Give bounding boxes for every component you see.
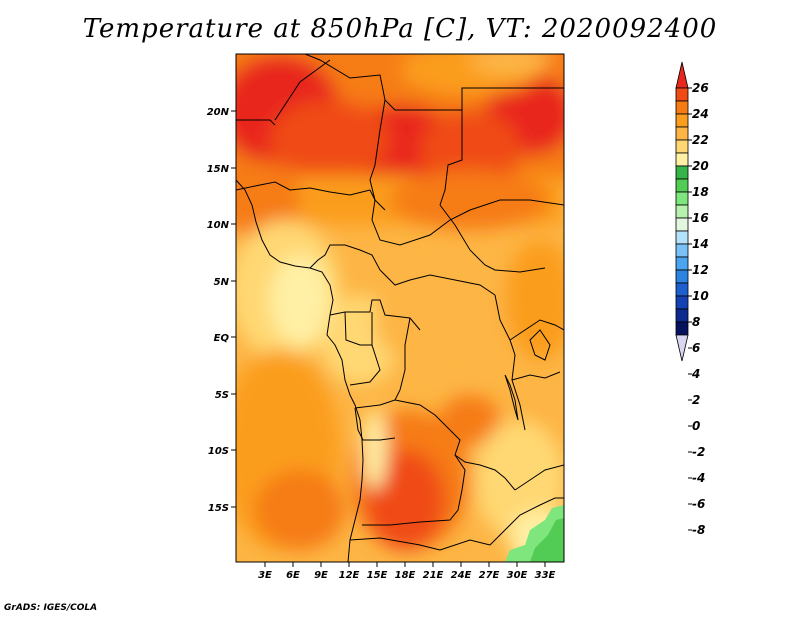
colorbar-swatch [675,152,689,167]
colorbar-swatch [675,243,689,258]
lon-tick-label: 12E [339,570,360,581]
map-frame [235,53,565,563]
lon-tick-label: 27E [479,570,500,581]
colorbar-label: 16 [692,211,709,225]
longitude-axis: 3E 6E 9E 12E 15E 18E 21E 24E 27E 30E 33E [258,562,556,581]
lat-tick-label: 10N [207,220,230,231]
lon-tick-label: 24E [451,570,472,581]
lat-tick-label: 5S [215,390,229,401]
colorbar-label: 14 [692,237,709,251]
colorbar-label: -6 [692,497,705,511]
colorbar-swatch [675,256,689,271]
colorbar-swatch [675,178,689,193]
colorbar-label: 8 [692,315,700,329]
colorbar-swatch [675,217,689,232]
lon-tick-label: 15E [367,570,388,581]
temperature-field [236,54,564,562]
colorbar-label: -8 [692,523,705,537]
colorbar [675,61,692,531]
colorbar-label: 6 [692,341,700,355]
colorbar-swatch [675,282,689,297]
lon-tick-label: 6E [286,570,300,581]
colorbar-label: 18 [692,185,709,199]
colorbar-label: 24 [692,107,709,121]
colorbar-label: -4 [692,471,705,485]
colorbar-swatch [675,321,689,336]
colorbar-label: -2 [692,445,705,459]
map-title: Temperature at 850hPa [C], VT: 202009240… [82,14,718,44]
colorbar-labels: 26 24 22 20 18 16 14 12 10 8 6 4 2 0 -2 … [691,81,709,537]
lat-tick-label: EQ [214,333,230,344]
colorbar-label: 26 [692,81,709,95]
colorbar-label: 2 [692,393,700,407]
lon-tick-label: 3E [258,570,272,581]
colorbar-swatch [675,139,689,154]
lon-tick-label: 33E [535,570,556,581]
colorbar-swatch [675,308,689,323]
colorbar-swatch [675,230,689,245]
lon-tick-label: 9E [314,570,328,581]
colorbar-label: 4 [691,367,700,381]
lat-tick-label: 15S [208,503,229,514]
latitude-axis: 20N 15N 10N 5N EQ 5S 10S 15S [207,107,236,514]
colorbar-label: 22 [692,133,709,147]
grads-credit: GrADS: IGES/COLA [4,603,98,613]
colorbar-swatch [675,126,689,141]
colorbar-label: 12 [692,263,709,277]
lat-tick-label: 20N [207,107,230,118]
colorbar-swatch [675,204,689,219]
colorbar-label: 20 [692,159,709,173]
colorbar-swatch [675,295,689,310]
colorbar-swatch [675,165,689,180]
colorbar-swatch [675,269,689,284]
colorbar-swatch [675,100,689,115]
colorbar-swatch [675,191,689,206]
lat-tick-label: 15N [207,164,230,175]
lon-tick-label: 21E [423,570,444,581]
lat-tick-label: 5N [214,277,230,288]
colorbar-swatch [675,113,689,128]
colorbar-label: 10 [692,289,709,303]
colorbar-swatch [675,87,689,102]
colorbar-label: 0 [692,419,700,433]
lon-tick-label: 30E [507,570,528,581]
colorbar-lower-arrow [675,334,689,362]
colorbar-upper-arrow [675,61,689,89]
lat-tick-label: 10S [208,446,229,457]
lon-tick-label: 18E [395,570,416,581]
country-borders [236,54,564,562]
